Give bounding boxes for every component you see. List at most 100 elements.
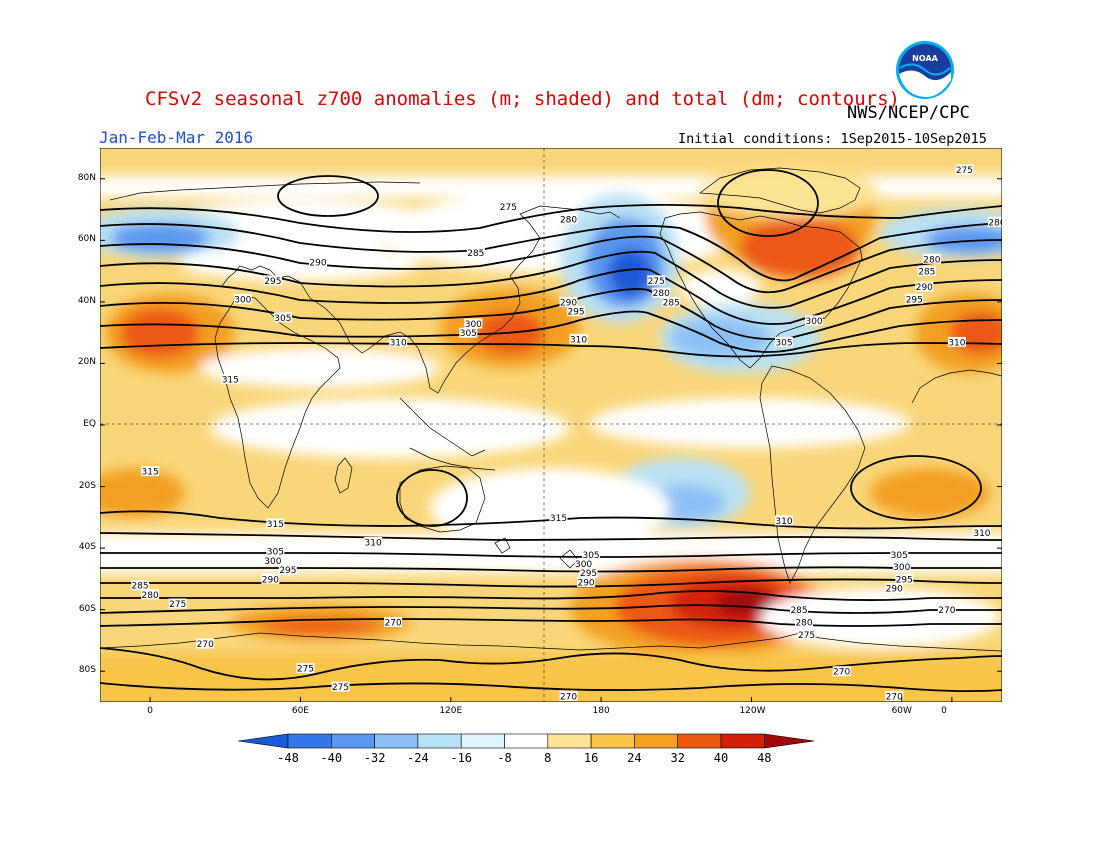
agency-label: NWS/NCEP/CPC [847,103,970,123]
contour-label-text: 280 [560,215,577,225]
contour-label: 305 [459,327,478,339]
contour-label-bg [947,336,966,347]
contour-labels: 2752752802802852902953003053103153003052… [131,164,1002,702]
contour-label-text: 295 [906,295,923,305]
lon-label: 0 [147,706,153,716]
contour-label-bg [795,616,814,627]
lat-label: 40N [77,295,96,306]
contour-label: 300 [233,293,252,305]
contour-label: 310 [569,333,588,345]
contour-label-bg [662,296,681,307]
contour-label: 280 [559,213,578,225]
colorbar-label: 32 [670,751,684,765]
lon-label: 0 [941,706,947,716]
colorbar-swatch [287,733,332,749]
contour-label-text: 310 [948,338,965,348]
contour-label-bg [459,327,478,338]
contour-label: 275 [296,663,315,675]
contour-label-text: 280 [988,218,1002,228]
contour-label: 295 [263,275,282,287]
contour-label: 275 [168,598,187,610]
contour-label-text: 310 [570,335,587,345]
colorbar-swatch [677,733,722,749]
contour-label-text: 275 [500,203,517,213]
contour-label: 300 [892,561,911,573]
contour-label: 290 [577,576,596,588]
contour-label-text: 305 [582,551,599,561]
contour-label-bg [273,312,292,323]
contour-label-text: 275 [332,683,349,693]
contour-label: 275 [955,164,974,176]
contour-label-bg [308,256,327,267]
contour-label-bg [168,598,187,609]
colorbar-max-arrow [763,733,815,749]
contour-label-text: 270 [833,668,850,678]
contour-label-bg [266,518,285,529]
grid-lines [100,148,1002,702]
contour-label-text: 285 [918,268,935,278]
contour-label-text: 275 [798,631,815,641]
contour-label: 300 [464,318,483,330]
forecast-period: Jan-Feb-Mar 2016 [99,128,254,147]
contour-label-bg [559,296,578,307]
latitude-axis [100,178,1002,672]
contour-label-text: 290 [262,575,279,585]
contour-label-bg [261,573,280,584]
colorbar-swatch [590,733,635,749]
contour-label-text: 315 [550,514,567,524]
contour-label: 295 [579,567,598,579]
contour-label-text: 290 [560,298,577,308]
contour-label-text: 285 [131,582,148,592]
contour-label-bg [567,306,586,317]
contour-label-bg [384,616,403,627]
contour-label-bg [331,681,350,692]
contour-label-bg [922,253,941,264]
contour-label: 280 [987,216,1002,228]
contour-label: 310 [775,515,794,527]
colorbar-swatch [504,733,549,749]
contour-label-bg [549,512,568,523]
contour-label: 285 [466,247,485,259]
contour-label-text: 290 [309,258,326,268]
contour-label-text: 300 [805,317,822,327]
colorbar-swatch [547,733,592,749]
contour-label: 290 [915,281,934,293]
anomaly-map: 2752752802802852902953003053103153003052… [100,148,1002,702]
contour-label-text: 300 [575,560,592,570]
contour-label-text: 300 [264,557,281,567]
colorbar-label: 16 [584,751,598,765]
contour-label-bg [131,580,150,591]
contour-label-text: 300 [893,563,910,573]
contour-label-bg [582,549,601,560]
initial-conditions: Initial conditions: 1Sep2015-10Sep2015 [678,131,987,147]
contour-label-bg [805,315,824,326]
lon-label: 120W [739,706,766,716]
lat-label: 80N [77,172,96,183]
colorbar-label: 24 [627,751,641,765]
contour-label: 290 [885,583,904,595]
colorbar-label: -24 [407,751,429,765]
contour-label: 310 [389,336,408,348]
contour-label-text: 315 [222,375,239,385]
contour-label-bg [937,604,956,615]
lat-label: 80S [78,665,96,676]
contour-label-bg [972,527,991,538]
contour-label-bg [569,333,588,344]
colorbar-label: -16 [450,751,472,765]
contour-label-text: 270 [197,640,214,650]
contour-label: 285 [662,296,681,308]
contour-label: 315 [549,512,568,524]
colorbar-label: 48 [757,751,771,765]
contour-label: 305 [273,312,292,324]
contour-label-bg [790,604,809,615]
contour-label-text: 295 [896,575,913,585]
contour-label-text: 290 [916,283,933,293]
colorbar: -48 -40 -32 -24 -16 -8 8 16 24 32 40 48 [238,733,815,765]
contour-label-bg [221,373,240,384]
contour-label-text: 305 [274,314,291,324]
lon-label: 180 [592,706,610,716]
contour-label-bg [364,536,383,547]
contour-label: 305 [775,336,794,348]
contour-label: 280 [922,253,941,265]
lat-label: EQ [83,419,96,429]
